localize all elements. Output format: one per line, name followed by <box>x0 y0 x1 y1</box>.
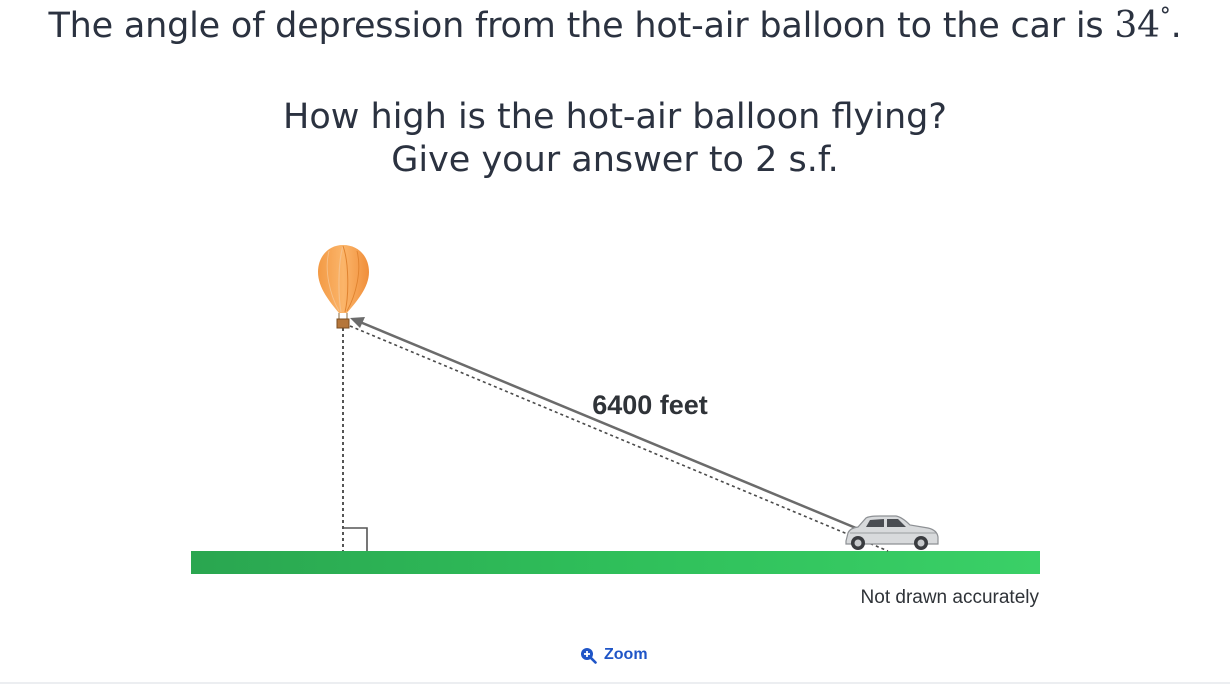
question-text: The angle of depression from the hot-air… <box>48 6 1115 46</box>
question-line-1: The angle of depression from the hot-air… <box>0 4 1230 46</box>
divider <box>0 682 1230 684</box>
zoom-button[interactable]: Zoom <box>580 644 648 666</box>
zoom-in-icon <box>581 647 597 664</box>
hypotenuse-arrow <box>359 320 881 540</box>
hot-air-balloon-icon <box>318 245 369 329</box>
line-of-sight <box>349 325 889 552</box>
question-prompt: How high is the hot-air balloon flying? … <box>0 96 1230 182</box>
hypotenuse-label: 6400 feet <box>592 390 708 420</box>
question-line-3: Give your answer to 2 s.f. <box>391 140 839 180</box>
arrowhead-top <box>350 317 365 328</box>
not-to-scale-note: Not drawn accurately <box>861 587 1040 608</box>
right-angle-marker <box>343 527 368 551</box>
zoom-label: Zoom <box>604 646 648 663</box>
question-end: . <box>1170 6 1182 46</box>
angle-unit: ° <box>1159 4 1171 29</box>
angle-value: 34 <box>1114 5 1160 46</box>
car-icon <box>845 515 939 550</box>
ground <box>191 551 1040 574</box>
question-line-2: How high is the hot-air balloon flying? <box>283 97 947 137</box>
